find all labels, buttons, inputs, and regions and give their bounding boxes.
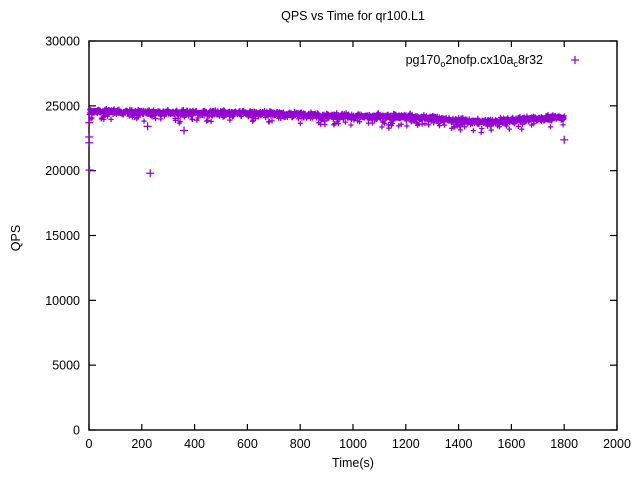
y-axis-tick-labels: 0 5000 10000 15000 20000 25000 30000 [45,35,80,438]
chart-title: QPS vs Time for qr100.L1 [281,9,425,23]
data-point-plus-icon [422,121,428,127]
data-point-outlier-plus-icon [143,122,152,131]
data-point-plus-icon [152,115,159,122]
x-tick-label: 800 [290,437,311,451]
data-point-plus-icon [389,120,396,127]
data-point-plus-icon [348,122,354,128]
data-point-plus-icon [561,113,567,119]
y-tick-label: 30000 [45,35,80,49]
y-tick-label: 25000 [45,99,80,113]
data-point-plus-icon [547,124,554,130]
data-point-plus-icon [441,122,448,128]
data-point-plus-icon [189,116,196,123]
x-tick-label: 200 [131,437,152,451]
data-point-plus-icon [108,116,114,123]
x-tick-label: 0 [86,437,93,451]
data-point-plus-icon [195,115,201,121]
x-axis-tick-labels: 0 200 400 600 800 1000 1200 1400 1600 1800 2000 [86,437,631,451]
data-point-outlier-plus-icon [85,138,94,147]
data-point-plus-icon [104,113,111,119]
data-point-outlier-plus-icon [180,126,189,135]
y-tick-label: 15000 [45,229,80,243]
y-axis-label: QPS [9,225,23,251]
data-point-plus-icon [101,116,107,122]
data-point-outlier-plus-icon [146,169,155,178]
data-point-plus-icon [89,115,95,121]
data-point-plus-icon [172,117,178,123]
data-point-outlier-plus-icon [560,135,569,144]
legend-marker-plus-icon [571,56,579,64]
x-tick-label: 400 [184,437,205,451]
data-point-plus-icon [404,123,410,129]
y-tick-label: 20000 [45,164,80,178]
x-tick-label: 1600 [497,437,525,451]
data-point-plus-icon [462,124,468,130]
x-tick-label: 2000 [603,437,631,451]
data-point-plus-icon [479,125,485,132]
legend-marker-plus-icon [571,56,579,64]
data-point-plus-icon [158,116,164,122]
data-point-plus-icon [334,110,340,116]
y-tick-label: 0 [73,424,80,438]
data-point-layer [85,105,569,178]
data-point-plus-icon [141,118,147,124]
data-point-plus-icon [269,118,275,124]
data-point-plus-icon [386,125,392,131]
x-tick-label: 1000 [339,437,367,451]
x-tick-label: 600 [237,437,258,451]
legend-series-label: pg170o2nofp.cx10ac8r32 [406,53,543,69]
data-point-plus-icon [457,127,464,133]
chart-legend: pg170o2nofp.cx10ac8r32 [406,53,579,69]
data-point-outlier-plus-icon [85,166,94,175]
data-point-plus-icon [227,117,233,123]
data-point-plus-icon [379,124,385,130]
data-point-plus-icon [506,126,513,132]
data-point-plus-icon [278,115,284,121]
data-point-plus-icon [515,123,521,129]
plot-area-border [88,40,618,431]
data-point-plus-icon [496,124,502,130]
data-point-plus-icon [208,118,214,125]
y-tick-label: 5000 [52,359,80,373]
x-axis-label: Time(s) [332,456,374,470]
x-tick-label: 1400 [445,437,473,451]
data-point-plus-icon [205,117,211,124]
data-point-plus-icon [436,123,443,129]
data-point-plus-icon [519,126,525,132]
data-point-plus-icon [398,121,404,127]
data-point-plus-icon [381,120,388,126]
y-tick-label: 10000 [45,294,80,308]
data-point-plus-icon [335,121,341,127]
x-tick-label: 1800 [550,437,578,451]
data-point-plus-icon [560,122,566,128]
data-point-plus-icon [470,128,476,134]
data-point-plus-icon [297,120,303,126]
x-tick-label: 1200 [392,437,420,451]
data-point-plus-icon [322,121,328,128]
data-point-plus-icon [488,127,494,133]
data-point-plus-icon [266,118,272,125]
data-point-plus-icon [426,122,432,128]
data-point-outlier-plus-icon [85,118,94,127]
data-point-plus-icon [369,120,376,126]
data-point-plus-icon [177,118,183,125]
data-point-plus-icon [342,119,348,125]
